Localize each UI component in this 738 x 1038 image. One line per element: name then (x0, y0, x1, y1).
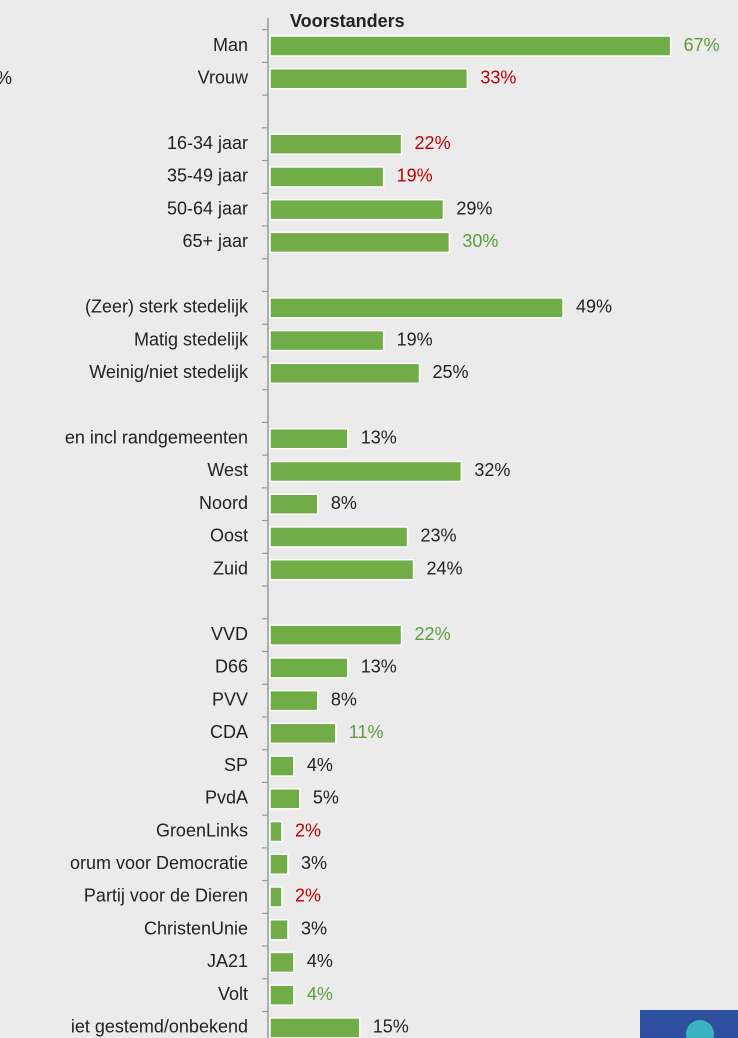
y-tick-label: West (207, 460, 248, 480)
fragment-text: % (0, 68, 12, 88)
bar (269, 984, 295, 1006)
value-label: 8% (331, 689, 357, 709)
y-tick-label: Man (213, 35, 248, 55)
y-tick-label: ChristenUnie (144, 918, 248, 938)
logo (640, 1010, 738, 1038)
y-tick-label: Matig stedelijk (134, 329, 249, 349)
value-label: 11% (349, 722, 384, 742)
value-label: 19% (397, 329, 433, 349)
value-label: 22% (415, 133, 451, 153)
value-label: 8% (331, 493, 357, 513)
y-tick-label: 50-64 jaar (167, 198, 248, 218)
value-label: 4% (307, 755, 333, 775)
y-tick-label: 35-49 jaar (167, 166, 248, 186)
value-label: 30% (462, 231, 498, 251)
bar (269, 755, 295, 777)
bar (269, 526, 409, 548)
y-tick-label: Volt (218, 984, 248, 1004)
value-label: 67% (684, 35, 720, 55)
bar (269, 198, 445, 221)
bar (269, 493, 319, 515)
bar (269, 722, 337, 745)
value-label: 24% (427, 558, 463, 578)
value-label: 33% (480, 67, 516, 87)
bar (269, 35, 672, 57)
bar (269, 231, 451, 254)
bar (269, 166, 385, 188)
y-tick-label: JA21 (207, 951, 248, 971)
value-label: 25% (433, 362, 469, 382)
y-tick-label: D66 (215, 657, 248, 677)
bar (269, 853, 289, 875)
bar (269, 1017, 361, 1038)
y-tick-label: iet gestemd/onbekend (71, 1017, 248, 1037)
y-tick-label: PVV (212, 689, 248, 709)
y-tick-label: Noord (199, 493, 248, 513)
bar (269, 951, 295, 974)
value-label: 22% (415, 624, 451, 644)
value-label: 29% (456, 198, 492, 218)
bar (269, 329, 385, 352)
bar (269, 460, 463, 483)
bar (269, 362, 421, 385)
bar (269, 689, 319, 712)
y-tick-label: Oost (210, 526, 248, 546)
y-tick-label: VVD (211, 624, 248, 644)
logo-circle (686, 1020, 714, 1038)
value-label: 13% (361, 657, 397, 677)
y-tick-label: PvdA (205, 788, 248, 808)
bar (269, 820, 283, 843)
bar (269, 886, 283, 908)
chart-title: Voorstanders (290, 11, 405, 31)
y-tick-label: SP (224, 755, 248, 775)
bar (269, 558, 415, 581)
bar (269, 133, 403, 155)
bar (269, 918, 289, 941)
y-tick-label: Zuid (213, 558, 248, 578)
bar (269, 428, 349, 450)
bar (269, 67, 469, 90)
value-label: 4% (307, 951, 333, 971)
value-label: 13% (361, 428, 397, 448)
value-label: 3% (301, 853, 327, 873)
bar (269, 297, 564, 319)
y-tick-label: Vrouw (198, 67, 249, 87)
value-label: 4% (307, 984, 333, 1004)
y-tick-label: Partij voor de Dieren (84, 886, 248, 906)
bar (269, 657, 349, 679)
y-tick-label: en incl randgemeenten (65, 428, 248, 448)
value-label: 5% (313, 788, 339, 808)
value-label: 49% (576, 297, 612, 317)
y-tick-label: GroenLinks (156, 820, 248, 840)
value-label: 23% (421, 526, 457, 546)
y-tick-label: orum voor Democratie (70, 853, 248, 873)
y-tick-label: CDA (210, 722, 248, 742)
bar (269, 624, 403, 646)
y-tick-label: 16-34 jaar (167, 133, 248, 153)
y-tick-label: (Zeer) sterk stedelijk (85, 297, 249, 317)
value-label: 15% (373, 1017, 409, 1037)
value-label: 32% (474, 460, 510, 480)
y-tick-label: 65+ jaar (182, 231, 248, 251)
y-tick-label: Weinig/niet stedelijk (89, 362, 249, 382)
value-label: 19% (397, 166, 433, 186)
bar (269, 788, 301, 810)
value-label: 2% (295, 886, 321, 906)
value-label: 3% (301, 918, 327, 938)
value-label: 2% (295, 820, 321, 840)
